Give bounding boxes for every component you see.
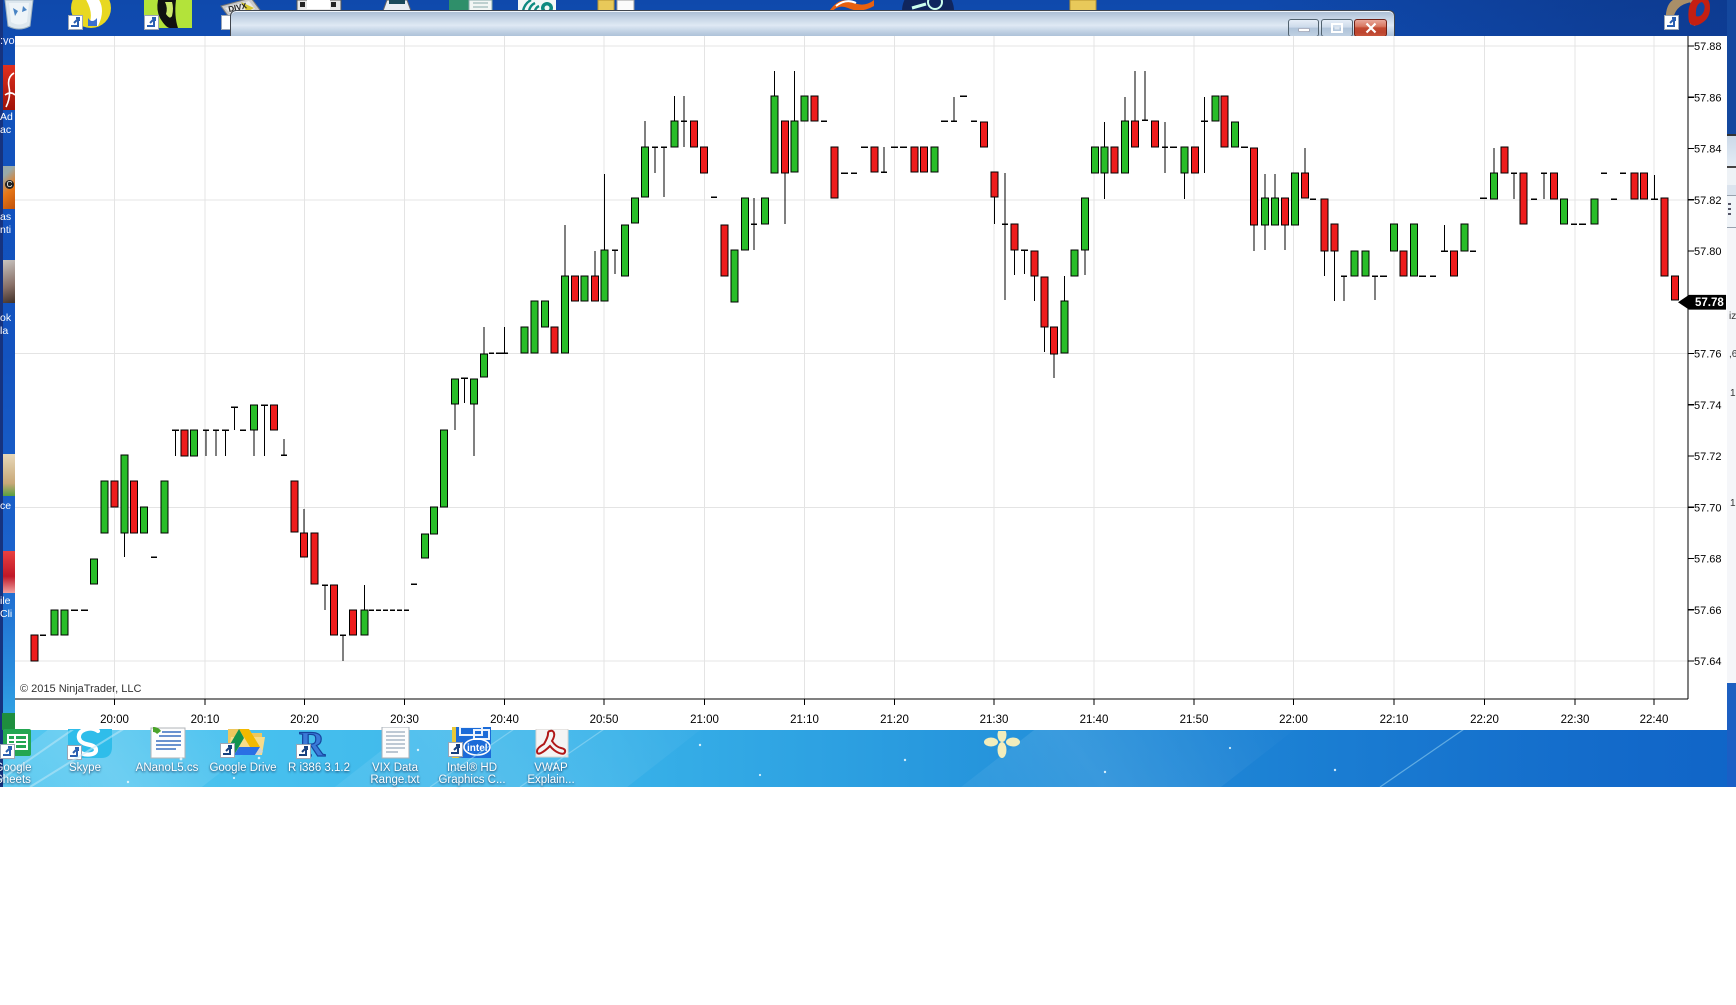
svg-text:57.78: 57.78: [1695, 297, 1724, 309]
svg-text:57.88: 57.88: [1694, 41, 1722, 53]
svg-text:20:20: 20:20: [290, 714, 319, 726]
svg-text:57.66: 57.66: [1694, 605, 1722, 617]
svg-text:22:10: 22:10: [1380, 714, 1409, 726]
svg-text:57.80: 57.80: [1694, 246, 1722, 258]
svg-text:21:20: 21:20: [880, 714, 909, 726]
svg-text:20:40: 20:40: [490, 714, 519, 726]
svg-text:57.68: 57.68: [1694, 554, 1722, 566]
svg-text:57.70: 57.70: [1694, 502, 1722, 514]
svg-text:22:20: 22:20: [1470, 714, 1499, 726]
svg-text:57.82: 57.82: [1694, 195, 1722, 207]
svg-text:22:40: 22:40: [1640, 714, 1669, 726]
svg-text:intel: intel: [467, 743, 488, 754]
svg-text:57.72: 57.72: [1694, 451, 1722, 463]
svg-text:21:00: 21:00: [690, 714, 719, 726]
svg-text:57.76: 57.76: [1694, 349, 1722, 361]
svg-text:20:00: 20:00: [100, 714, 129, 726]
svg-text:22:00: 22:00: [1279, 714, 1308, 726]
svg-text:21:50: 21:50: [1180, 714, 1209, 726]
svg-text:20:30: 20:30: [390, 714, 419, 726]
svg-text:57.84: 57.84: [1694, 144, 1722, 156]
svg-text:57.74: 57.74: [1694, 400, 1722, 412]
svg-text:57.64: 57.64: [1694, 656, 1722, 668]
svg-text:R: R: [299, 727, 326, 759]
svg-text:21:10: 21:10: [790, 714, 819, 726]
svg-text:21:30: 21:30: [980, 714, 1009, 726]
svg-text:© 2015 NinjaTrader, LLC: © 2015 NinjaTrader, LLC: [20, 683, 141, 695]
svg-text:57.86: 57.86: [1694, 92, 1722, 104]
svg-text:20:10: 20:10: [191, 714, 220, 726]
svg-text:20:50: 20:50: [590, 714, 619, 726]
svg-text:21:40: 21:40: [1080, 714, 1109, 726]
svg-text:22:30: 22:30: [1561, 714, 1590, 726]
